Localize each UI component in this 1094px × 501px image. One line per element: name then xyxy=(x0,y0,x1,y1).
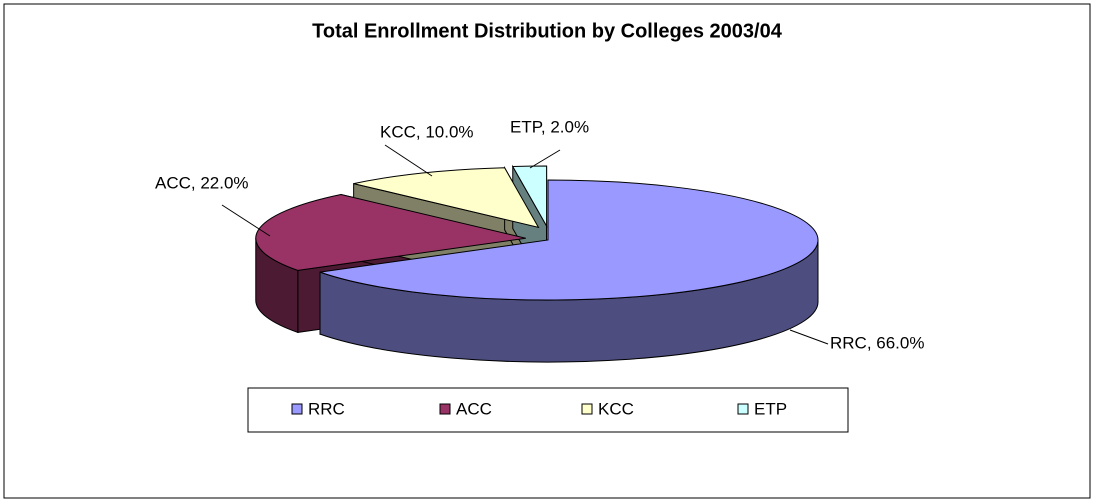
legend-swatch xyxy=(439,403,451,415)
data-label: ETP, 2.0% xyxy=(510,117,589,136)
leader-line xyxy=(384,144,433,177)
slice xyxy=(255,193,526,271)
legend-label: ACC xyxy=(456,399,492,418)
legend-label: ETP xyxy=(754,399,787,418)
legend-swatch xyxy=(581,403,593,415)
slice xyxy=(511,165,548,228)
data-label: KCC, 10.0% xyxy=(380,122,474,141)
chart-title: Total Enrollment Distribution by College… xyxy=(312,20,783,42)
slice xyxy=(319,179,819,301)
legend-label: RRC xyxy=(308,399,345,418)
slice-tops xyxy=(255,165,819,301)
leader-line xyxy=(529,149,561,169)
data-label: RRC, 66.0% xyxy=(830,333,924,352)
legend-swatch xyxy=(291,403,303,415)
legend-swatch xyxy=(737,403,749,415)
data-label: ACC, 22.0% xyxy=(155,173,249,192)
leader-line xyxy=(789,329,829,345)
leader-line xyxy=(221,204,271,237)
legend-label: KCC xyxy=(598,399,634,418)
slice xyxy=(353,167,540,229)
